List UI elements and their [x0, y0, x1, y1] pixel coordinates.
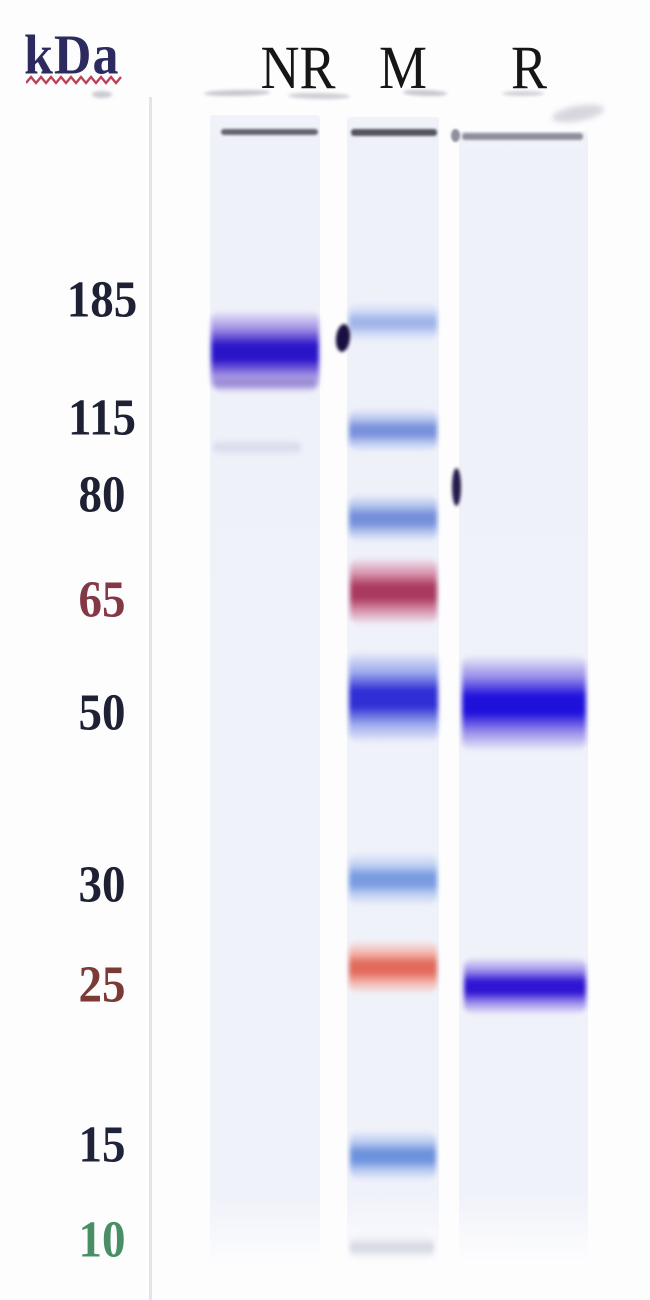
kda-red-squiggle-underline [26, 75, 122, 85]
band-m-4 [349, 407, 437, 453]
mw-label-10: 10 [78, 1211, 126, 1269]
mw-label-115: 115 [68, 389, 136, 447]
artifact-lane-r-top-tick [451, 129, 460, 142]
band-m-6 [350, 557, 437, 625]
artifact-dark-dash [452, 468, 461, 506]
lane-header-m: M [378, 33, 427, 102]
mw-label-80: 80 [78, 466, 126, 524]
lane-header-nr: NR [260, 33, 336, 102]
mw-label-185: 185 [66, 271, 138, 329]
well-top-line-nr [221, 129, 318, 135]
band-m-3 [349, 301, 437, 343]
mw-label-25: 25 [78, 956, 126, 1014]
mw-label-15: 15 [78, 1116, 126, 1174]
band-m-5 [349, 494, 437, 542]
band-m-11 [350, 1233, 434, 1261]
band-m-10 [350, 1129, 436, 1181]
mw-label-30: 30 [78, 856, 126, 914]
mw-label-65: 65 [78, 571, 126, 629]
well-top-line-r [462, 133, 583, 140]
band-nr-2 [213, 435, 301, 459]
band-m-8 [349, 851, 437, 907]
band-r-12 [462, 655, 586, 751]
well-top-line-m [351, 129, 437, 136]
artifact-pencil-tick-4 [502, 91, 544, 96]
band-m-7 [349, 651, 438, 743]
lane-header-r: R [510, 33, 548, 102]
artifact-corner-smudge [551, 101, 605, 126]
gel-lane-nr [210, 115, 320, 1267]
artifact-small-scribble [92, 91, 112, 98]
mw-label-50: 50 [78, 684, 126, 742]
gel-left-edge-line [149, 97, 152, 1300]
band-m-9 [349, 939, 437, 995]
band-r-13 [464, 957, 586, 1015]
band-nr-1 [214, 371, 316, 395]
